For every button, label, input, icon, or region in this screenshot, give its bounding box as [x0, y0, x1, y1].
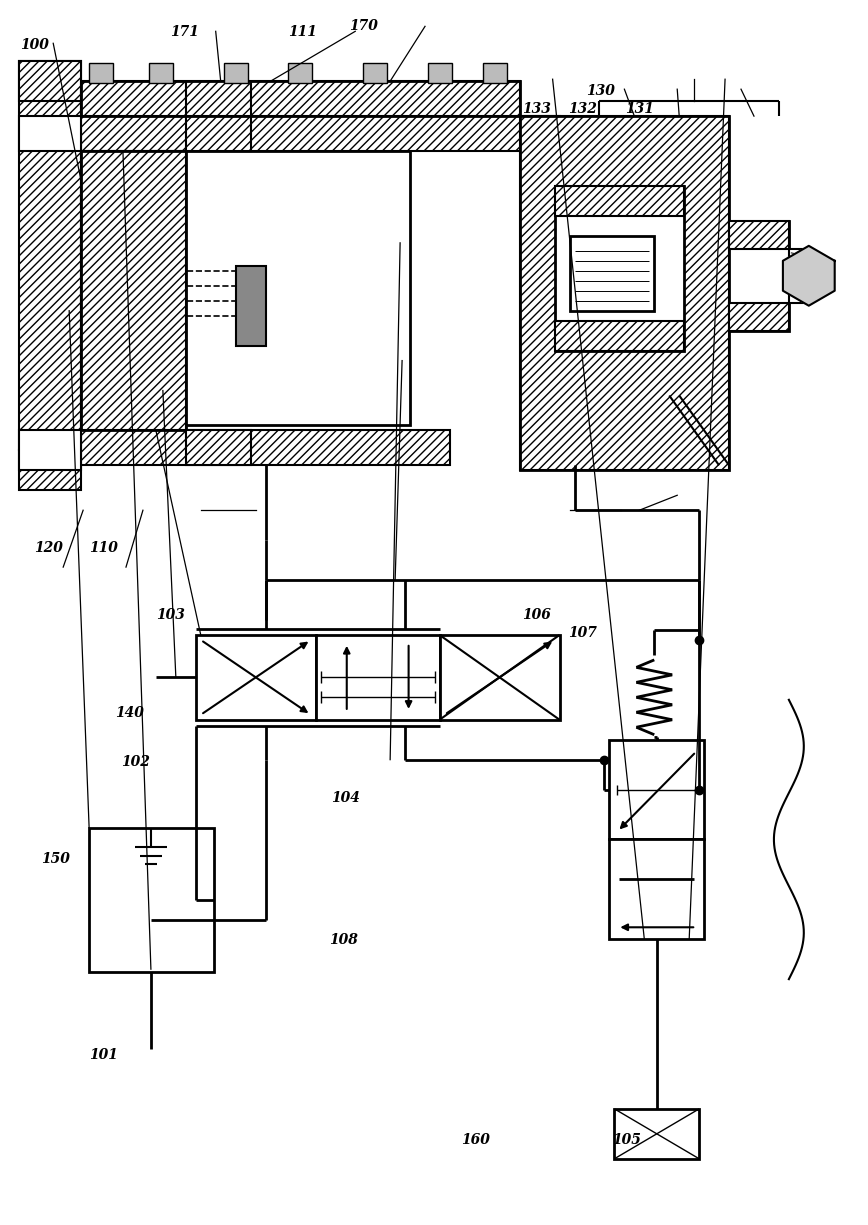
Bar — [19, 116, 81, 151]
Text: 130: 130 — [586, 83, 615, 98]
Text: 105: 105 — [612, 1133, 641, 1148]
Bar — [19, 61, 81, 451]
Polygon shape — [783, 246, 835, 306]
Bar — [81, 81, 520, 116]
Bar — [81, 151, 410, 425]
Text: 111: 111 — [288, 24, 317, 39]
Bar — [789, 249, 809, 303]
Bar — [729, 220, 789, 331]
Bar — [555, 186, 684, 216]
Bar — [235, 266, 266, 345]
Text: 133: 133 — [522, 102, 550, 116]
Text: 108: 108 — [329, 933, 358, 947]
Bar — [428, 64, 452, 83]
Bar — [186, 430, 251, 466]
Text: 102: 102 — [121, 755, 150, 768]
Bar — [729, 220, 789, 249]
Bar — [439, 635, 560, 720]
Bar — [224, 64, 247, 83]
Text: 170: 170 — [349, 18, 378, 33]
Text: 150: 150 — [41, 853, 69, 866]
Bar — [19, 451, 81, 490]
Bar — [81, 430, 450, 466]
Bar — [81, 81, 520, 116]
Text: 101: 101 — [89, 1047, 118, 1062]
Bar — [196, 635, 316, 720]
Text: 132: 132 — [569, 102, 597, 116]
Text: 106: 106 — [522, 608, 550, 622]
Text: 104: 104 — [332, 791, 360, 805]
Bar — [729, 303, 789, 331]
Text: 140: 140 — [115, 706, 144, 720]
Bar — [609, 740, 704, 839]
Bar — [186, 116, 251, 151]
Text: 107: 107 — [569, 626, 597, 641]
Bar — [81, 116, 560, 151]
Text: 120: 120 — [35, 540, 63, 555]
Bar — [89, 64, 113, 83]
Bar — [19, 430, 81, 470]
Text: 110: 110 — [89, 540, 118, 555]
Bar — [89, 828, 214, 973]
Bar — [615, 1109, 699, 1159]
Bar — [520, 116, 729, 470]
Bar — [288, 64, 312, 83]
Text: 131: 131 — [626, 102, 654, 116]
Bar — [609, 839, 704, 940]
Bar — [19, 61, 81, 102]
Bar — [569, 236, 654, 311]
Text: 171: 171 — [170, 24, 200, 39]
Bar — [81, 151, 186, 430]
Bar — [555, 321, 684, 350]
Bar — [555, 186, 684, 350]
Text: 100: 100 — [20, 38, 49, 53]
Bar — [81, 151, 186, 430]
Text: 160: 160 — [461, 1133, 490, 1148]
Text: 103: 103 — [155, 608, 185, 622]
Bar — [520, 116, 729, 470]
Bar — [316, 635, 439, 720]
Bar — [483, 64, 507, 83]
Bar — [363, 64, 387, 83]
Bar — [149, 64, 173, 83]
